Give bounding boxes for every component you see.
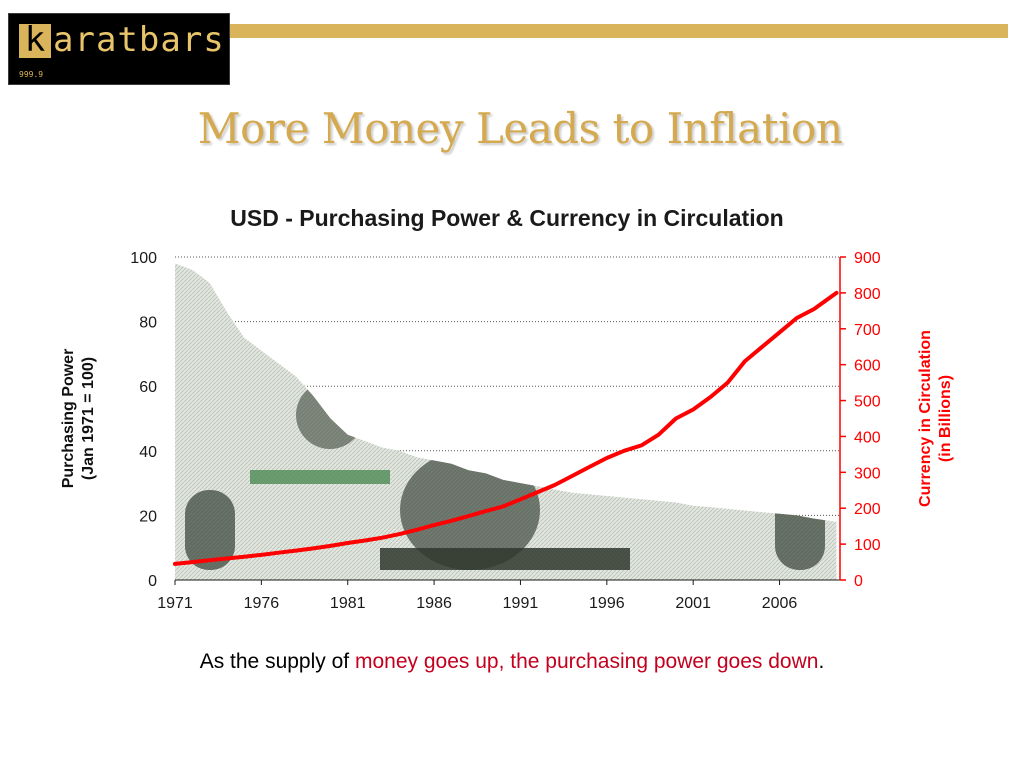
left-y-axis-title-line2: (Jan 1971 = 100)	[80, 357, 97, 480]
currency-data-point	[760, 345, 764, 349]
currency-data-point	[812, 307, 816, 311]
currency-data-point	[536, 490, 540, 494]
bill-corner-numeral-left	[185, 490, 235, 570]
bill-seal	[296, 381, 364, 449]
bill-corner-numeral-right	[775, 490, 825, 570]
currency-data-point	[605, 456, 609, 460]
x-tick-label: 1996	[589, 595, 625, 612]
currency-data-point	[329, 544, 332, 548]
logo-k-letter: k	[19, 23, 51, 58]
right-y-axis-title-line1: Currency in Circulation	[917, 330, 934, 507]
right-y-axis-title-line2: (in Billions)	[937, 375, 954, 462]
right-y-tick-label: 300	[854, 465, 881, 482]
currency-data-point	[380, 536, 384, 540]
right-y-tick-label: 400	[854, 429, 881, 446]
currency-data-point	[519, 497, 522, 501]
caption-text: As the supply of	[199, 650, 355, 673]
header-gold-bar	[230, 24, 1008, 38]
right-y-tick-label: 700	[854, 322, 881, 339]
currency-data-point	[346, 541, 350, 545]
currency-data-point	[173, 562, 177, 566]
slide-title: More Money Leads to Inflation	[197, 104, 843, 153]
left-y-tick-label: 40	[139, 444, 157, 461]
currency-data-point	[467, 514, 471, 518]
currency-data-point	[259, 553, 263, 557]
slide-caption: As the supply of money goes up, the purc…	[0, 650, 1024, 674]
bill-serial-number	[250, 470, 390, 484]
currency-data-point	[449, 519, 453, 523]
currency-data-point	[835, 291, 838, 295]
bill-banner	[380, 548, 630, 570]
currency-data-point	[225, 557, 229, 560]
right-y-tick-label: 0	[854, 573, 863, 590]
currency-data-point	[415, 528, 419, 532]
currency-data-point	[484, 509, 488, 513]
right-y-tick-label: 200	[854, 501, 881, 518]
right-y-tick-label: 800	[854, 286, 881, 303]
left-y-tick-label: 80	[139, 315, 157, 332]
logo-wordmark: aratbars	[53, 20, 225, 60]
currency-data-point	[674, 417, 678, 420]
currency-data-point	[501, 504, 505, 508]
currency-data-point	[588, 465, 591, 469]
left-y-tick-label: 0	[148, 573, 157, 590]
chart-title: USD - Purchasing Power & Currency in Cir…	[230, 205, 783, 231]
currency-data-point	[778, 330, 781, 334]
karatbars-logo: k aratbars 999.9	[8, 13, 230, 85]
left-y-tick-label: 60	[139, 379, 157, 396]
currency-data-point	[795, 316, 799, 320]
currency-data-point	[208, 558, 211, 562]
caption-period: .	[818, 650, 825, 673]
currency-data-point	[294, 549, 298, 553]
left-y-axis-title-line1: Purchasing Power	[60, 349, 77, 489]
currency-data-point	[622, 449, 626, 453]
currency-data-point	[639, 443, 643, 447]
currency-data-point	[709, 395, 712, 399]
currency-data-point	[311, 546, 315, 550]
currency-data-point	[432, 523, 436, 527]
right-y-tick-label: 500	[854, 394, 881, 411]
currency-data-point	[190, 560, 194, 564]
currency-data-point	[657, 433, 661, 437]
currency-data-point	[743, 359, 747, 363]
right-y-tick-label: 900	[854, 250, 881, 267]
x-tick-label: 1976	[244, 595, 280, 612]
right-y-tick-label: 600	[854, 358, 881, 375]
currency-data-point	[570, 474, 574, 478]
x-tick-label: 1991	[503, 595, 539, 612]
currency-data-point	[242, 555, 246, 559]
currency-data-point	[726, 381, 730, 385]
currency-data-point	[691, 408, 695, 411]
caption-highlight: money goes up, the purchasing power goes…	[354, 650, 819, 673]
x-tick-label: 2001	[675, 595, 711, 612]
logo-purity-mark: 999.9	[19, 70, 44, 79]
left-y-tick-label: 20	[139, 508, 157, 525]
currency-data-point	[398, 532, 401, 536]
left-y-tick-label: 100	[130, 250, 157, 267]
currency-data-point	[277, 551, 281, 555]
x-tick-label: 1971	[157, 595, 193, 612]
x-tick-label: 1981	[330, 595, 366, 612]
currency-data-point	[553, 483, 557, 487]
x-tick-label: 1986	[416, 595, 452, 612]
right-y-tick-label: 100	[854, 537, 881, 554]
x-tick-label: 2006	[762, 595, 798, 612]
currency-data-point	[363, 539, 367, 542]
